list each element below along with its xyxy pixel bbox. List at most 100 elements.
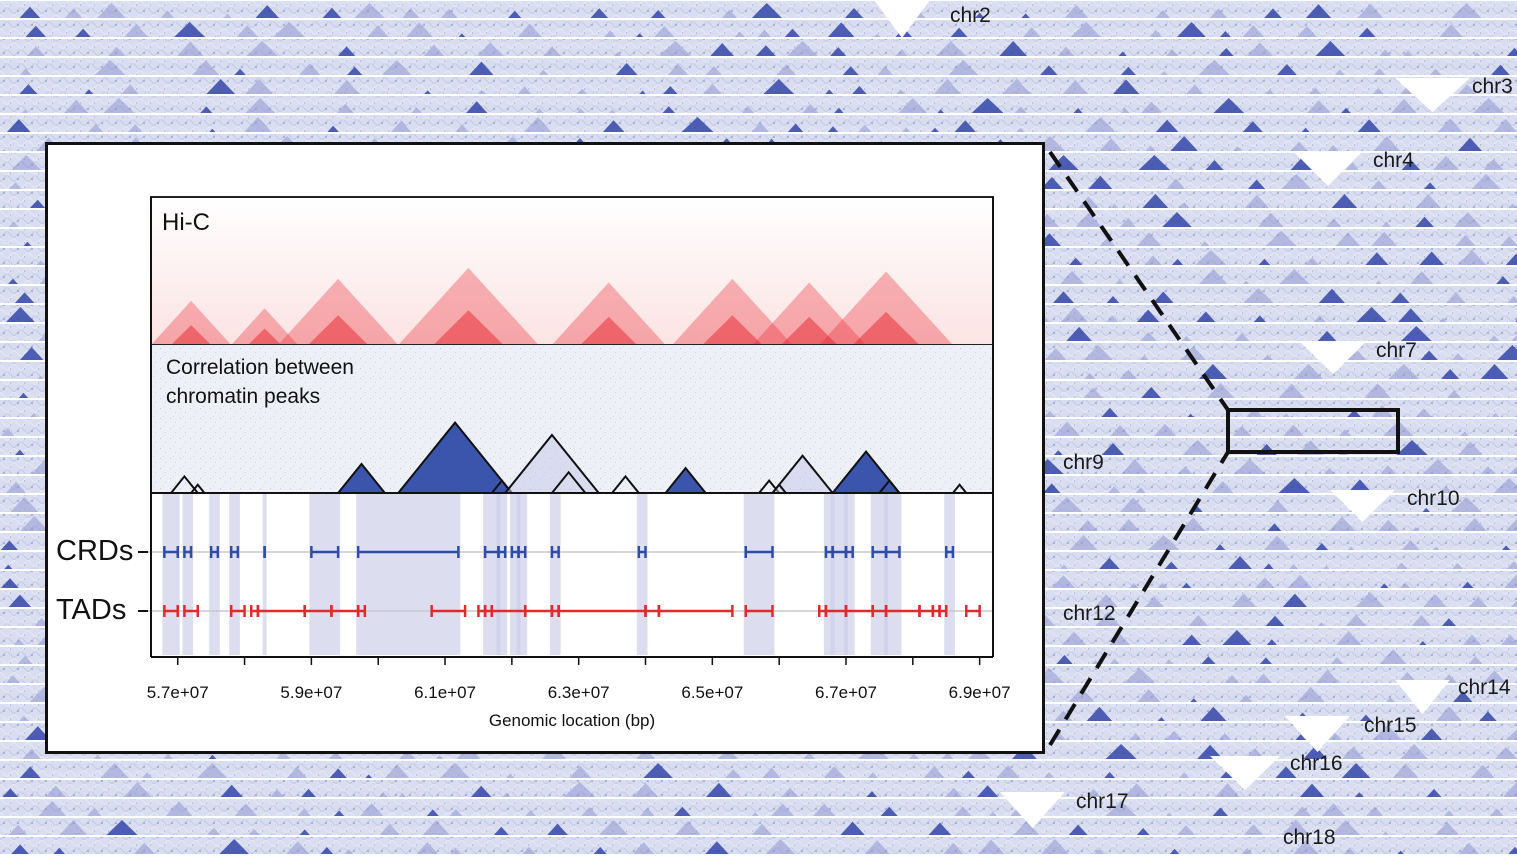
track-domain-mark [1401, 326, 1432, 341]
track-domain-mark [15, 449, 25, 455]
track-domain-mark [705, 66, 722, 75]
track-domain-mark [1145, 145, 1156, 151]
track-domain-mark [320, 847, 334, 854]
track-domain-mark [943, 842, 964, 854]
track-domain-mark [1473, 52, 1481, 56]
track-strip [0, 818, 1517, 835]
track-domain-mark [1162, 212, 1192, 227]
track-domain-mark [1239, 694, 1253, 702]
track-domain-mark [1068, 824, 1088, 835]
track-domain-mark [1282, 413, 1290, 417]
track-domain-mark [1379, 49, 1392, 56]
track-domain-mark [1144, 596, 1164, 607]
track-domain-mark [1186, 84, 1204, 94]
hic-domain-triangle [551, 282, 666, 345]
track-domain-mark [469, 61, 494, 75]
track-domain-mark [1318, 288, 1345, 303]
track-domain-mark [1182, 440, 1214, 455]
track-domain-mark [632, 842, 655, 854]
track-domain-mark [581, 807, 598, 816]
chromosome-boundary-gap [1395, 680, 1450, 714]
track-domain-mark [19, 766, 41, 778]
track-domain-mark [1105, 744, 1137, 759]
track-domain-mark [1451, 3, 1482, 18]
track-domain-mark [639, 90, 646, 94]
track-domain-mark [1347, 546, 1355, 550]
track-domain-mark [1165, 730, 1183, 740]
track-domain-mark [1165, 49, 1179, 56]
track-domain-mark [381, 60, 412, 75]
track-domain-mark [121, 84, 139, 94]
track-domain-mark [1263, 563, 1274, 569]
track-domain-mark [1508, 846, 1517, 854]
chr12-label: chr12 [1063, 602, 1116, 625]
crd-link-band [182, 493, 194, 655]
track-domain-mark [858, 124, 872, 132]
x-axis: 5.7e+07 5.9e+07 6.1e+07 6.3e+07 6.5e+07 6.7e+… [147, 657, 1011, 702]
chromosome-boundary-gap [1330, 490, 1395, 522]
track-domain-mark [1330, 657, 1344, 664]
chr10-label: chr10 [1407, 487, 1460, 510]
track-domain-mark [108, 46, 125, 56]
track-domain-mark [1213, 98, 1245, 113]
track-strip [0, 837, 1517, 854]
track-domain-mark [844, 8, 864, 18]
track-domain-mark [702, 83, 722, 94]
track-domain-mark [1341, 107, 1351, 113]
track-domain-mark [209, 128, 216, 132]
track-domain-mark [22, 748, 41, 759]
track-domain-mark [163, 753, 173, 759]
track-domain-mark [787, 41, 818, 56]
track-domain-mark [614, 52, 622, 56]
track-domain-mark [1451, 353, 1465, 360]
track-domain-mark [1106, 296, 1120, 303]
track-domain-mark [1507, 47, 1517, 56]
track-domain-mark [1372, 725, 1403, 740]
track-domain-mark [1496, 276, 1511, 284]
track-domain-mark [1120, 497, 1147, 512]
hic-domain-core [247, 328, 282, 345]
track-domain-mark [1264, 8, 1282, 18]
chr16-label: chr16 [1290, 752, 1343, 775]
track-domain-mark [286, 766, 307, 778]
track-domain-mark [20, 516, 49, 531]
track-domain-mark [1140, 332, 1157, 341]
track-domain-mark [1299, 783, 1325, 797]
track-domain-mark [1505, 90, 1512, 94]
track-domain-mark [88, 123, 104, 132]
track-domain-mark [1095, 612, 1121, 626]
crd-link-band [743, 493, 775, 655]
track-domain-mark [996, 765, 1020, 778]
track-domain-mark [1209, 8, 1228, 18]
track-domain-mark [1182, 634, 1202, 645]
track-domain-mark [1380, 583, 1389, 588]
track-domain-mark [466, 101, 488, 113]
track-domain-mark [8, 824, 28, 835]
track-domain-mark [864, 840, 890, 854]
track-domain-mark [1463, 518, 1487, 531]
track-domain-mark [19, 347, 44, 360]
track-domain-mark [1215, 783, 1240, 797]
track-domain-mark [1053, 450, 1063, 455]
track-domain-mark [1121, 459, 1149, 474]
track-domain-mark [988, 811, 997, 816]
track-domain-mark [1323, 565, 1330, 569]
track-domain-mark [1307, 100, 1331, 113]
track-domain-mark [1242, 280, 1250, 284]
track-domain-mark [64, 8, 83, 18]
track-domain-mark [1069, 257, 1083, 265]
track-domain-mark [830, 47, 847, 56]
track-domain-mark [1242, 121, 1263, 132]
track-domain-mark [422, 820, 450, 835]
track-domain-mark [1391, 98, 1417, 113]
track-domain-mark [1115, 279, 1125, 284]
track-domain-mark [1372, 87, 1384, 94]
track-domain-mark [538, 69, 549, 75]
track-domain-mark [360, 803, 384, 816]
track-domain-mark [299, 829, 310, 835]
track-domain-mark [234, 803, 258, 816]
track-domain-mark [1471, 174, 1501, 189]
track-domain-mark [1113, 79, 1140, 94]
track-domain-mark [1177, 22, 1206, 37]
track-domain-mark [1, 578, 19, 588]
